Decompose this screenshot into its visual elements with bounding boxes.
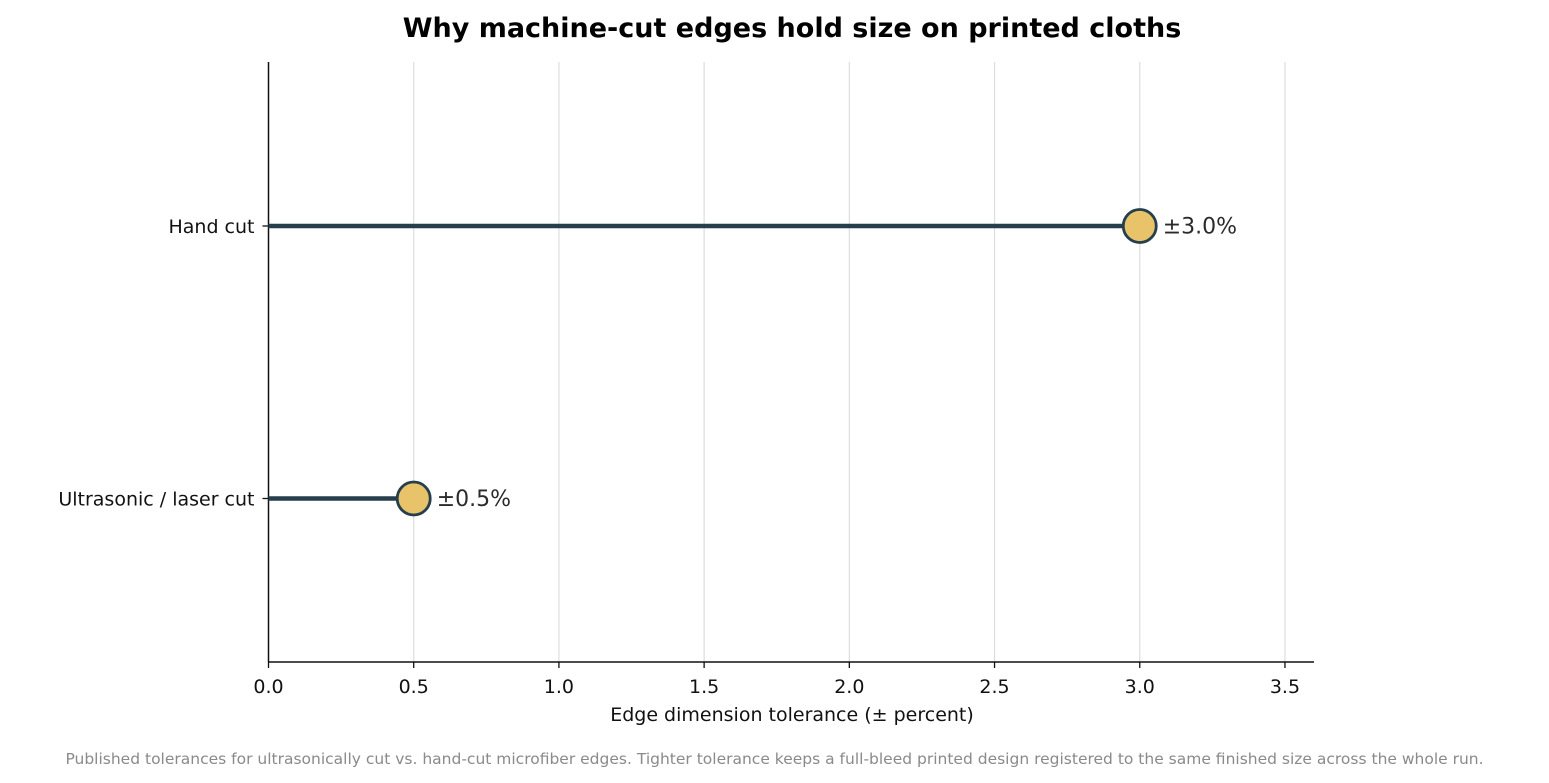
chart-title: Why machine-cut edges hold size on print… (403, 13, 1182, 44)
x-gridlines (413, 62, 1286, 662)
lollipop-marks: ±3.0% ±0.5% (268, 208, 1237, 517)
data-label: ±0.5% (437, 487, 511, 512)
x-tick-label: 0.5 (399, 676, 429, 698)
x-tick-label: 3.0 (1125, 676, 1155, 698)
x-tick-label: 2.5 (979, 676, 1009, 698)
y-tick-label: Ultrasonic / laser cut (58, 489, 254, 511)
x-axis-label: Edge dimension tolerance (± percent) (610, 704, 974, 726)
x-tick-label: 3.5 (1270, 676, 1300, 698)
x-tick-label: 2.0 (834, 676, 864, 698)
chart-caption: Published tolerances for ultrasonically … (65, 750, 1483, 768)
data-label: ±3.0% (1163, 215, 1237, 240)
x-tick-label: 1.5 (689, 676, 719, 698)
lollipop-marker (1121, 208, 1158, 244)
axes (267, 62, 1314, 663)
lollipop-marker (395, 480, 432, 517)
x-tick-label: 1.0 (544, 676, 574, 698)
y-axis-ticks: Hand cut Ultrasonic / laser cut (58, 216, 269, 511)
x-tick-label: 0.0 (253, 676, 283, 698)
y-tick-label: Hand cut (168, 216, 254, 238)
x-axis-ticks: 0.0 0.5 1.0 1.5 2.0 2.5 3.0 3.5 (253, 662, 1300, 698)
